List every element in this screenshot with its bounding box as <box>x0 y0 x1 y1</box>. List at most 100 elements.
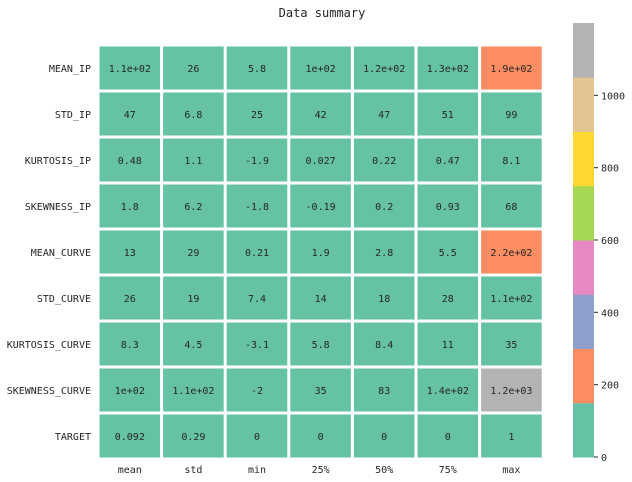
cell-value-label: 68 <box>505 202 517 213</box>
cell-value-label: 47 <box>378 110 390 121</box>
column-tick-label: 50% <box>375 465 393 476</box>
column-labels: mean std min 25% 50% 75% max <box>118 465 521 476</box>
cell-value-label: 0.48 <box>118 156 142 167</box>
row-tick-label: KURTOSIS_IP <box>25 156 91 167</box>
cell-value-label: 0.21 <box>245 248 269 259</box>
heatmap-cell <box>353 92 415 136</box>
column-tick-label: min <box>248 465 266 476</box>
colorbar-tick-label: 600 <box>601 236 619 247</box>
heatmap-cell <box>481 414 542 458</box>
heatmap-cell <box>353 138 415 182</box>
cell-value-label: 0.092 <box>115 432 145 443</box>
cell-value-label: 0 <box>445 432 451 443</box>
heatmap-cell <box>417 92 479 136</box>
row-tick-label: TARGET <box>55 432 91 443</box>
heatmap-cell <box>226 276 288 320</box>
heatmap-cell <box>290 414 351 458</box>
cell-value-label: 2.8 <box>375 248 393 259</box>
heatmap-cell <box>163 138 224 182</box>
heatmap-cell <box>481 92 542 136</box>
cell-value-label: 5.8 <box>248 64 266 75</box>
heatmap-cell <box>226 138 288 182</box>
heatmap-cell <box>226 184 288 228</box>
heatmap-cell <box>481 276 542 320</box>
cell-value-label: -0.19 <box>306 202 336 213</box>
row-tick-label: SKEWNESS_IP <box>25 202 91 213</box>
colorbar-segment <box>573 348 594 404</box>
cell-value-label: 8.4 <box>375 340 393 351</box>
cell-value-label: 0.22 <box>372 156 396 167</box>
heatmap-cell <box>226 46 288 90</box>
heatmap-cell <box>163 46 224 90</box>
cell-value-label: 1.2e+03 <box>490 386 532 397</box>
heatmap-cell <box>290 322 351 366</box>
cell-value-label: 18 <box>378 294 390 305</box>
cell-value-label: 4.5 <box>184 340 202 351</box>
cell-value-label: 1e+02 <box>306 64 336 75</box>
heatmap-cell <box>417 184 479 228</box>
heatmap-cell <box>417 276 479 320</box>
colorbar-tick-label: 200 <box>601 381 619 392</box>
cell-value-label: 0 <box>381 432 387 443</box>
colorbar: 0 200 400 600 800 1000 <box>573 23 625 464</box>
colorbar-tick-label: 800 <box>601 164 619 175</box>
heatmap-cell <box>290 184 351 228</box>
heatmap-cell <box>481 322 542 366</box>
cell-value-label: 0 <box>318 432 324 443</box>
heatmap-cell <box>353 414 415 458</box>
cell-value-label: 35 <box>315 386 327 397</box>
heatmap-cell <box>226 230 288 274</box>
heatmap-cell <box>163 230 224 274</box>
cell-value-label: 1.1 <box>184 156 202 167</box>
heatmap-cell <box>99 46 161 90</box>
cell-value-label: 1.8 <box>121 202 139 213</box>
cell-value-label: 13 <box>124 248 136 259</box>
cell-value-label: 8.3 <box>121 340 139 351</box>
row-labels: MEAN_IP STD_IP KURTOSIS_IP SKEWNESS_IP MEAN_… <box>7 64 91 443</box>
heatmap-cell <box>99 92 161 136</box>
cell-value-label: 1e+02 <box>115 386 145 397</box>
cell-value-label: 1.4e+02 <box>427 386 469 397</box>
cell-value-label: 35 <box>505 340 517 351</box>
cell-value-label: 1.1e+02 <box>490 294 532 305</box>
heatmap-cell <box>163 276 224 320</box>
colorbar-tick-label: 400 <box>601 308 619 319</box>
heatmap-cell <box>481 230 542 274</box>
cell-value-label: 1.1e+02 <box>109 64 151 75</box>
heatmap-cell <box>290 138 351 182</box>
row-tick-label: KURTOSIS_CURVE <box>7 340 91 351</box>
cell-value-label: 0 <box>254 432 260 443</box>
colorbar-segment <box>573 402 594 458</box>
cell-value-label: 1 <box>508 432 514 443</box>
column-tick-label: 75% <box>439 465 457 476</box>
cell-value-label: 0.93 <box>436 202 460 213</box>
heatmap-cell <box>99 184 161 228</box>
column-tick-label: max <box>502 465 520 476</box>
heatmap-cell <box>290 230 351 274</box>
cell-value-label: 7.4 <box>248 294 266 305</box>
cell-value-label: -3.1 <box>245 340 269 351</box>
heatmap-cell <box>353 368 415 412</box>
heatmap-cell <box>353 230 415 274</box>
cell-value-label: 47 <box>124 110 136 121</box>
cell-value-label: 1.9 <box>312 248 330 259</box>
row-tick-label: MEAN_CURVE <box>31 248 91 259</box>
cell-value-label: -2 <box>251 386 263 397</box>
cell-value-label: 19 <box>187 294 199 305</box>
heatmap-cell <box>290 92 351 136</box>
heatmap-cell <box>99 138 161 182</box>
colorbar-segment <box>573 23 594 78</box>
heatmap-cell <box>417 322 479 366</box>
cell-value-label: 2.2e+02 <box>490 248 532 259</box>
heatmap-cell <box>481 46 542 90</box>
heatmap-cell <box>481 368 542 412</box>
heatmap-cell <box>99 322 161 366</box>
heatmap-cell <box>417 230 479 274</box>
heatmap-cell <box>99 368 161 412</box>
heatmap-cell <box>163 368 224 412</box>
cell-value-label: 8.1 <box>502 156 520 167</box>
heatmap-cell <box>417 46 479 90</box>
cell-value-label: 6.8 <box>184 110 202 121</box>
heatmap-cell <box>353 276 415 320</box>
heatmap-cell <box>353 46 415 90</box>
